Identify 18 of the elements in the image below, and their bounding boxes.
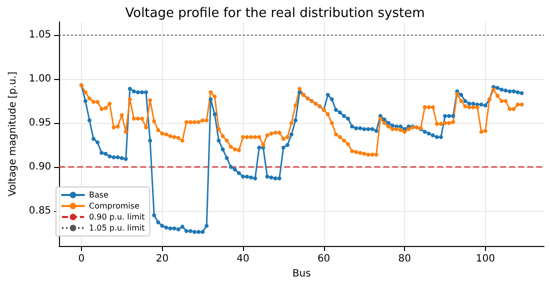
x-axis-title: Bus <box>292 268 311 280</box>
y-tick-label: 1.00 <box>28 74 52 85</box>
x-tick-label: 40 <box>236 254 250 264</box>
x-tick-label: 100 <box>476 254 495 264</box>
x-tick-label: 20 <box>156 254 169 264</box>
y-tick-label: 0.85 <box>28 205 52 216</box>
legend-label: 1.05 p.u. limit <box>89 224 145 232</box>
legend-label: 0.90 p.u. limit <box>89 212 145 222</box>
legend-label: Compromise <box>89 202 140 210</box>
y-tick-label: 0.90 <box>28 161 52 172</box>
y-tick-label: 1.05 <box>28 30 52 41</box>
chart-title: Voltage profile for the real distribution system <box>125 6 425 21</box>
x-tick-label: 60 <box>317 254 330 264</box>
x-tick-label: 0 <box>78 254 85 264</box>
y-tick-label: 0.95 <box>28 118 52 129</box>
x-tick-label: 80 <box>398 254 411 264</box>
y-axis-title: Voltage magnitude [p.u.] <box>8 72 18 196</box>
legend-label: Base <box>89 190 109 200</box>
